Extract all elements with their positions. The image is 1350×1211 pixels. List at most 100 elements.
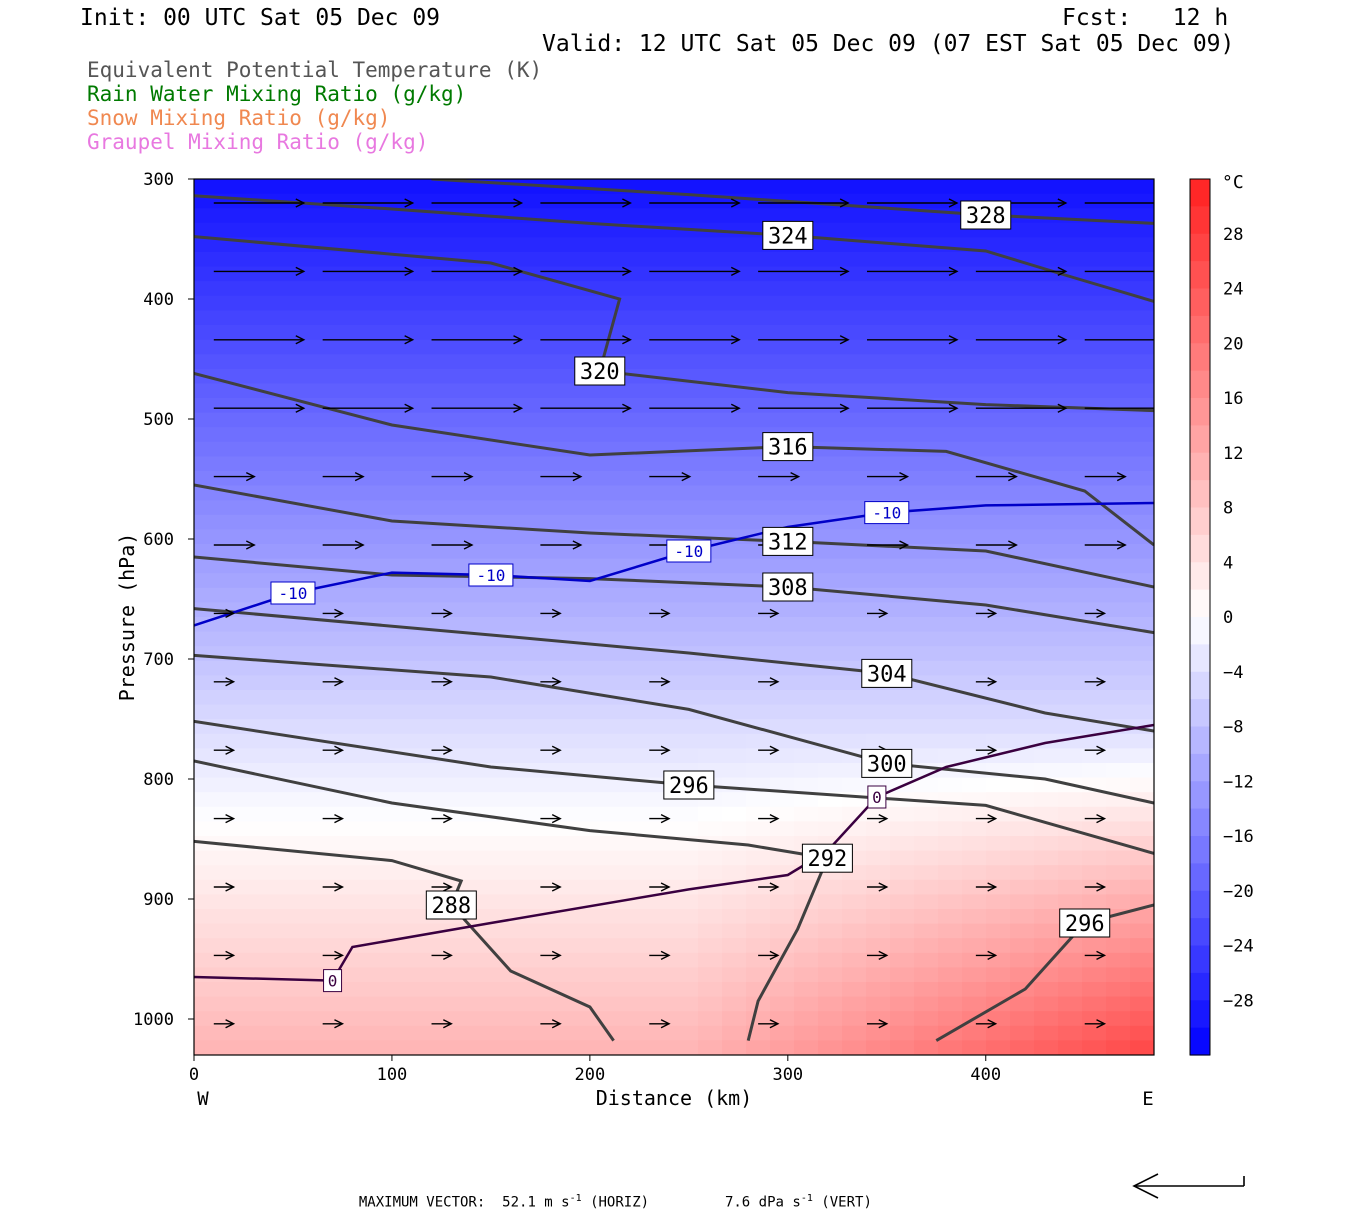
temperature-cell [242, 544, 267, 560]
temperature-cell [890, 208, 915, 224]
temperature-cell [650, 821, 675, 837]
temperature-cell [650, 295, 675, 311]
temperature-cell [698, 573, 723, 589]
temperature-cell [314, 252, 339, 268]
temperature-cell [914, 938, 939, 954]
temperature-cell [362, 894, 387, 910]
temperature-cell [770, 485, 795, 501]
temperature-cell [770, 266, 795, 282]
temperature-cell [770, 310, 795, 326]
temperature-cell [890, 281, 915, 297]
temperature-cell [338, 427, 363, 443]
temperature-cell [266, 733, 291, 749]
temperature-cell [266, 295, 291, 311]
temperature-cell [578, 179, 603, 195]
temperature-cell [458, 821, 483, 837]
temperature-cell [194, 529, 219, 545]
temperature-cell [914, 894, 939, 910]
temperature-cell [698, 938, 723, 954]
temperature-cell [362, 500, 387, 516]
temperature-cell [290, 529, 315, 545]
temperature-cell [746, 339, 771, 355]
isotherm-label-box [867, 785, 887, 809]
temperature-cell [770, 923, 795, 939]
temperature-cell [266, 558, 291, 574]
temperature-cell [1010, 952, 1035, 968]
temperature-cell [242, 850, 267, 866]
temperature-cell [602, 792, 627, 808]
temperature-cell [314, 456, 339, 472]
temperature-cell [890, 529, 915, 545]
wind-vector-head [1096, 677, 1107, 687]
temperature-cell [650, 690, 675, 706]
wind-vector-head [948, 266, 959, 277]
temperature-cell [266, 354, 291, 370]
temperature-cell [194, 266, 219, 282]
y-tick-label: 500 [143, 410, 174, 430]
temperature-cell [194, 587, 219, 603]
temperature-cell [842, 325, 867, 341]
temperature-cell [1058, 179, 1083, 195]
temperature-cell [650, 1025, 675, 1041]
temperature-cell [722, 909, 747, 925]
temperature-cell [626, 295, 651, 311]
temperature-cell [362, 383, 387, 399]
temperature-cell [722, 660, 747, 676]
temperature-cell [650, 894, 675, 910]
temperature-cell [986, 777, 1011, 793]
wind-vector-head [334, 608, 345, 619]
temperature-cell [386, 821, 411, 837]
temperature-cell [746, 982, 771, 998]
temperature-cell [1034, 646, 1059, 662]
temperature-cell [1082, 456, 1107, 472]
temperature-cell [602, 923, 627, 939]
temperature-cell [986, 368, 1011, 384]
temperature-cell [722, 1040, 747, 1055]
temperature-cell [1058, 368, 1083, 384]
temperature-cell [770, 325, 795, 341]
temperature-cell [242, 456, 267, 472]
temperature-cell [1130, 879, 1154, 895]
temperature-cell [530, 222, 555, 238]
temperature-cell [1058, 675, 1083, 691]
temperature-cell [290, 996, 315, 1012]
temperature-cell [794, 500, 819, 516]
temperature-cell [266, 325, 291, 341]
temperature-cell [1106, 894, 1131, 910]
temperature-cell [290, 339, 315, 355]
temperature-cell [914, 500, 939, 516]
temperature-cell [530, 850, 555, 866]
temperature-cell [314, 281, 339, 297]
temperature-cell [890, 631, 915, 647]
temperature-cell [746, 733, 771, 749]
temperature-cell [458, 471, 483, 487]
wind-vector-head [572, 471, 583, 482]
temperature-cell [842, 617, 867, 633]
temperature-cell [602, 485, 627, 501]
temperature-cell [362, 325, 387, 341]
max-vector-vert-unit: (VERT) [821, 1194, 872, 1211]
temperature-cell [434, 529, 459, 545]
temperature-cell [1034, 894, 1059, 910]
temperature-cell [698, 427, 723, 443]
wind-vector-head [948, 335, 959, 345]
temperature-cell [722, 617, 747, 633]
temperature-cell [770, 777, 795, 793]
temperature-cell [938, 310, 963, 326]
temperature-cell [314, 339, 339, 355]
temperature-cell [554, 850, 579, 866]
temperature-cell [866, 719, 891, 735]
temperature-cell [746, 295, 771, 311]
temperature-cell [698, 456, 723, 472]
temperature-cell [1034, 587, 1059, 603]
temperature-cell [434, 295, 459, 311]
isotherm-label: -10 [674, 542, 703, 561]
temperature-cell [1130, 660, 1154, 676]
temperature-cell [242, 222, 267, 238]
temperature-cell [530, 938, 555, 954]
temperature-cell [722, 427, 747, 443]
temperature-cell [578, 909, 603, 925]
temperature-cell [818, 996, 843, 1012]
temperature-cell [1010, 441, 1035, 457]
temperature-cell [506, 514, 531, 530]
